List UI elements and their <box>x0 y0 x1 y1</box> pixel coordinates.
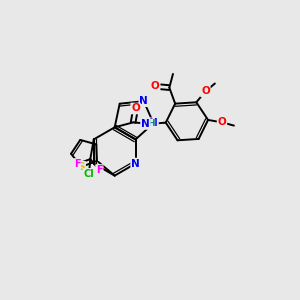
Text: H: H <box>147 119 154 128</box>
Text: O: O <box>131 103 140 113</box>
Text: N: N <box>131 158 140 169</box>
Text: F: F <box>74 159 80 169</box>
Text: O: O <box>218 117 226 128</box>
Text: N: N <box>141 119 150 129</box>
Text: F: F <box>96 165 103 175</box>
Text: O: O <box>201 86 210 97</box>
Text: O: O <box>151 81 160 92</box>
Text: S: S <box>78 162 85 172</box>
Text: Cl: Cl <box>84 169 94 179</box>
Text: N: N <box>149 118 158 128</box>
Text: N: N <box>139 96 148 106</box>
